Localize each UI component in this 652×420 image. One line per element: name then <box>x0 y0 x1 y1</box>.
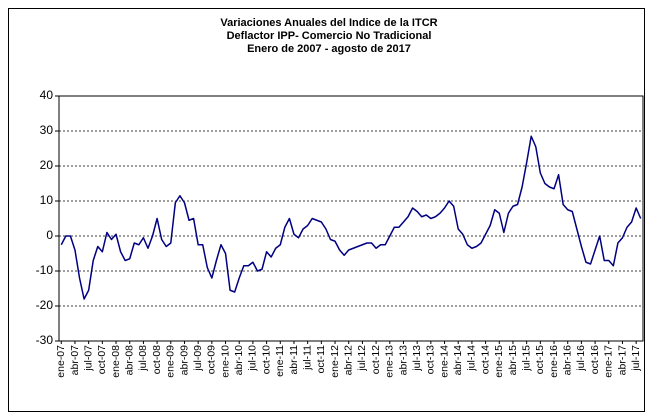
x-tick-label: oct-07 <box>96 345 108 374</box>
x-tick-label: abr-15 <box>507 345 519 376</box>
y-tick-label: 0 <box>46 228 53 242</box>
x-tick-label: abr-09 <box>178 345 190 376</box>
x-tick-label: abr-11 <box>288 345 300 375</box>
x-tick-label: ene-12 <box>329 345 341 378</box>
x-tick-label: oct-15 <box>534 345 546 374</box>
x-tick-label: jul-12 <box>356 345 368 372</box>
x-tick-label: abr-12 <box>343 345 355 376</box>
chart-frame <box>8 8 645 412</box>
x-tick-label: abr-16 <box>562 345 574 376</box>
x-tick-label: ene-10 <box>219 345 231 378</box>
x-tick-label: jul-08 <box>137 345 149 372</box>
x-tick-label: ene-17 <box>603 345 615 378</box>
y-tick-label: -30 <box>36 333 54 347</box>
x-tick-label: oct-12 <box>370 345 382 374</box>
x-tick-label: ene-11 <box>274 345 286 377</box>
x-tick-label: oct-11 <box>315 345 327 374</box>
x-tick-label: jul-10 <box>247 345 259 372</box>
data-line <box>60 135 642 300</box>
x-tick-label: jul-14 <box>466 345 478 372</box>
x-tick-label: abr-08 <box>124 345 136 376</box>
y-tick-label: -20 <box>36 298 54 312</box>
chart-title: Variaciones Anuales del Indice de la ITC… <box>220 17 437 29</box>
x-tick-label: ene-08 <box>110 345 122 378</box>
x-tick-label: oct-16 <box>589 345 601 374</box>
chart-title: Deflactor IPP- Comercio No Tradicional <box>227 30 432 42</box>
x-tick-label: oct-14 <box>479 345 491 374</box>
y-tick-label: -10 <box>36 263 54 277</box>
x-tick-label: oct-08 <box>151 345 163 374</box>
y-tick-label: 40 <box>40 88 54 102</box>
x-tick-label: jul-11 <box>301 345 313 371</box>
x-tick-label: jul-13 <box>411 345 423 372</box>
x-tick-label: abr-07 <box>69 345 81 376</box>
x-tick-label: abr-17 <box>616 345 628 376</box>
x-tick-label: ene-07 <box>55 345 67 378</box>
x-tick-label: ene-15 <box>493 345 505 378</box>
y-tick-label: 20 <box>40 158 54 172</box>
x-tick-label: jul-07 <box>82 345 94 372</box>
x-tick-label: ene-14 <box>438 345 450 378</box>
x-tick-label: oct-10 <box>260 345 272 374</box>
x-tick-label: oct-09 <box>206 345 218 374</box>
x-tick-label: oct-13 <box>425 345 437 374</box>
x-tick-label: abr-13 <box>397 345 409 376</box>
y-tick-label: 30 <box>40 123 54 137</box>
x-tick-label: ene-09 <box>165 345 177 378</box>
x-tick-label: abr-10 <box>233 345 245 376</box>
x-tick-label: abr-14 <box>452 345 464 376</box>
x-tick-label: jul-15 <box>520 345 532 372</box>
x-tick-label: ene-16 <box>548 345 560 378</box>
x-tick-label: jul-09 <box>192 345 204 372</box>
x-tick-label: jul-16 <box>575 345 587 372</box>
y-tick-label: 10 <box>40 193 54 207</box>
chart-title: Enero de 2007 - agosto de 2017 <box>247 43 411 55</box>
x-tick-label: ene-13 <box>384 345 396 378</box>
plot-area <box>58 95 644 342</box>
x-tick-label: jul-17 <box>630 345 642 372</box>
